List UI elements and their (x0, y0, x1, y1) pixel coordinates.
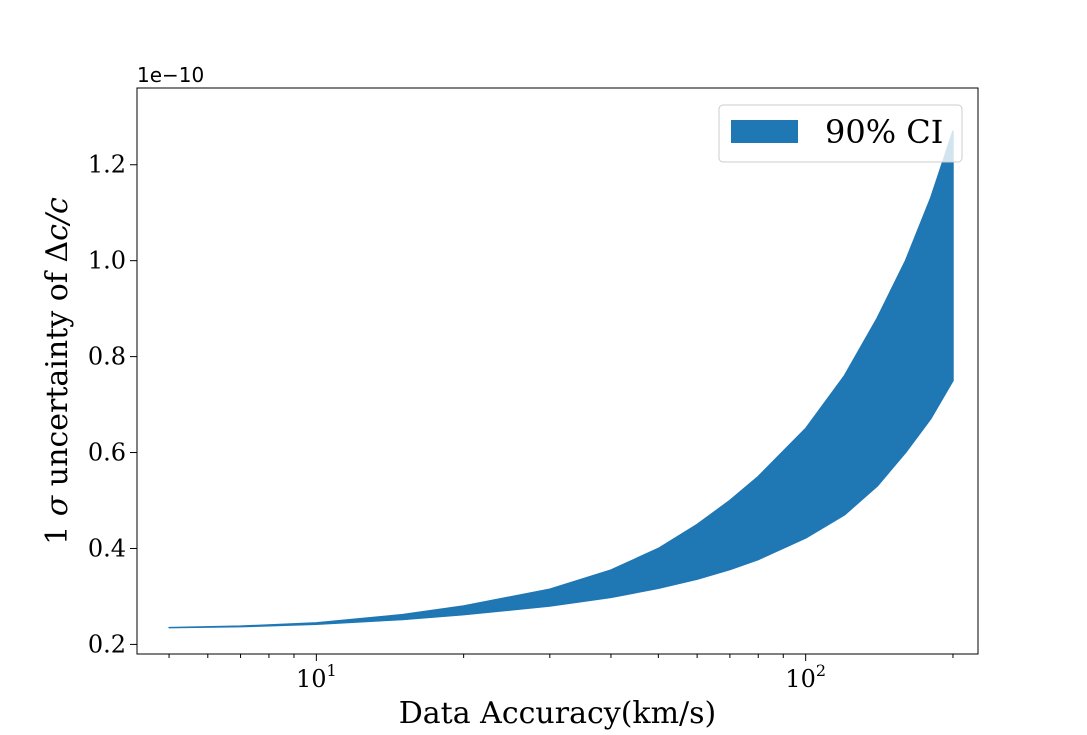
legend-swatch (731, 120, 798, 143)
y-tick-label: 1.2 (88, 151, 126, 179)
x-axis-title: Data Accuracy(km/s) (399, 696, 717, 731)
x-tick-label: 102 (785, 661, 826, 693)
y-offset-text: 1e−10 (137, 63, 204, 87)
y-tick-label: 0.8 (88, 343, 126, 371)
y-tick-label: 1.0 (88, 247, 126, 275)
y-axis-title: 1 σ uncertainty of Δc/c (40, 197, 75, 545)
ci-band-series-0 (168, 130, 954, 629)
y-tick-label: 0.4 (88, 534, 126, 562)
x-tick-label: 101 (296, 661, 337, 693)
y-axis: 0.2 0.4 0.6 0.8 1.0 1.2 (88, 151, 137, 658)
legend-frame (718, 104, 963, 163)
x-axis: 101 102 (168, 654, 954, 693)
y-tick-label: 0.6 (88, 439, 126, 467)
y-tick-label: 0.2 (88, 630, 126, 658)
legend: 90% CI (718, 104, 963, 163)
legend-label: 90% CI (825, 113, 943, 151)
plot-frame (136, 87, 979, 655)
series-layer (168, 130, 954, 629)
